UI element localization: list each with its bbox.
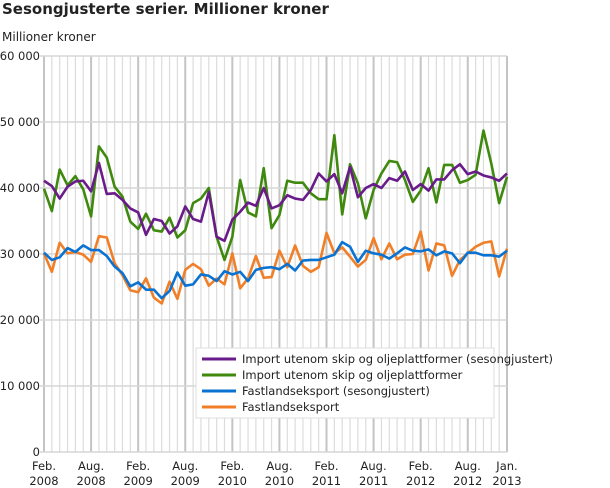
x-tick-label: Jan. bbox=[495, 459, 517, 473]
legend-label: Import utenom skip og oljeplattformer (s… bbox=[242, 352, 553, 366]
x-tick-label: 2012 bbox=[453, 474, 482, 488]
y-axis-label: Millioner kroner bbox=[2, 30, 96, 44]
y-tick-label: 10 000 bbox=[0, 379, 40, 393]
x-tick-label: 2008 bbox=[76, 474, 105, 488]
x-tick-label: 2010 bbox=[265, 474, 294, 488]
legend-label: Fastlandseksport bbox=[242, 400, 340, 414]
y-tick-label: 40 000 bbox=[0, 181, 40, 195]
x-tick-label: 2008 bbox=[29, 474, 58, 488]
x-tick-label: Aug. bbox=[172, 459, 198, 473]
y-tick-label: 0 bbox=[33, 445, 40, 459]
x-tick-label: Aug. bbox=[455, 459, 481, 473]
legend-box bbox=[195, 347, 495, 419]
x-tick-label: 2012 bbox=[406, 474, 435, 488]
series-line bbox=[42, 129, 509, 262]
x-tick-label: Feb. bbox=[32, 459, 56, 473]
x-tick-label: 2011 bbox=[312, 474, 341, 488]
x-tick-label: 2011 bbox=[359, 474, 388, 488]
series-line bbox=[43, 161, 508, 243]
x-tick-label: 2009 bbox=[124, 474, 153, 488]
x-tick-label: Feb. bbox=[314, 459, 338, 473]
x-tick-label: Aug. bbox=[361, 459, 387, 473]
x-tick-label: 2010 bbox=[218, 474, 247, 488]
y-tick-label: 60 000 bbox=[0, 49, 40, 63]
x-tick-label: 2009 bbox=[171, 474, 200, 488]
x-tick-label: Feb. bbox=[126, 459, 150, 473]
legend-label: Fastlandseksport (sesongjustert) bbox=[242, 384, 430, 398]
y-tick-label: 20 000 bbox=[0, 313, 40, 327]
chart-title: Sesongjusterte serier. Millioner kroner bbox=[2, 0, 329, 18]
y-tick-label: 30 000 bbox=[0, 247, 40, 261]
x-tick-label: 2013 bbox=[492, 474, 521, 488]
x-tick-label: Aug. bbox=[266, 459, 292, 473]
x-tick-label: Aug. bbox=[78, 459, 104, 473]
legend-label: Import utenom skip og oljeplattformer bbox=[242, 368, 463, 382]
x-tick-label: Feb. bbox=[220, 459, 244, 473]
x-tick-label: Feb. bbox=[409, 459, 433, 473]
y-tick-label: 50 000 bbox=[0, 115, 40, 129]
series-line bbox=[43, 240, 508, 300]
